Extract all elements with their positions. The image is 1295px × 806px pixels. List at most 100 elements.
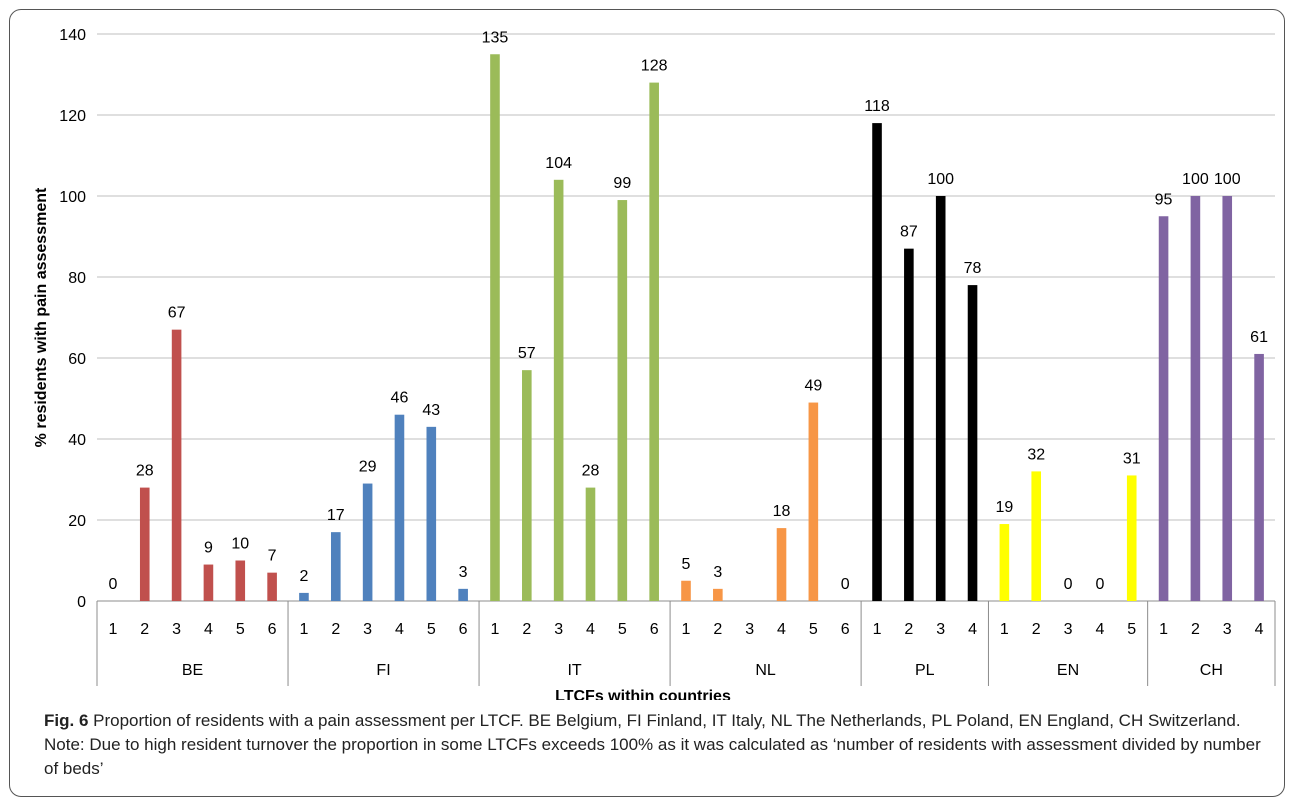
figure-frame: [9, 9, 1285, 797]
x-tick-label: 3: [363, 621, 372, 638]
x-tick-label: 2: [140, 621, 149, 638]
x-tick-label: 5: [618, 621, 627, 638]
y-tick-label: 40: [68, 432, 86, 449]
data-label: 78: [964, 260, 982, 277]
bar: [426, 426, 437, 601]
y-tick-label: 0: [77, 594, 86, 611]
bar: [139, 487, 150, 601]
x-tick-label: 6: [459, 621, 468, 638]
group-label: NL: [755, 662, 776, 679]
bar: [553, 179, 564, 602]
bar: [267, 572, 277, 601]
x-tick-label: 2: [522, 621, 531, 638]
bar: [362, 483, 373, 601]
bar: [681, 580, 691, 601]
bar: [999, 524, 1010, 601]
x-tick-label: 3: [1064, 621, 1073, 638]
bar: [330, 532, 341, 601]
data-label: 28: [582, 463, 600, 480]
x-tick-label: 6: [650, 621, 659, 638]
data-label: 128: [641, 58, 668, 75]
group-label: PL: [915, 662, 935, 679]
x-tick-label: 3: [172, 621, 181, 638]
x-tick-label: 1: [491, 621, 500, 638]
data-label: 31: [1123, 450, 1141, 467]
bar: [171, 329, 182, 601]
bar: [1190, 196, 1201, 601]
data-label: 0: [1064, 576, 1073, 593]
x-tick-label: 4: [1255, 621, 1264, 638]
x-tick-label: 1: [873, 621, 882, 638]
y-tick-label: 80: [68, 270, 86, 287]
x-tick-label: 3: [936, 621, 945, 638]
data-label: 46: [391, 390, 409, 407]
x-tick-label: 1: [108, 621, 117, 638]
data-label: 57: [518, 345, 536, 362]
bar: [713, 588, 723, 601]
x-tick-label: 2: [331, 621, 340, 638]
group-label: IT: [567, 662, 581, 679]
data-label: 2: [299, 568, 308, 585]
bar: [394, 414, 405, 601]
x-tick-label: 1: [682, 621, 691, 638]
y-axis-title: % residents with pain assessment: [33, 187, 50, 447]
x-tick-label: 4: [586, 621, 595, 638]
data-label: 10: [231, 536, 249, 553]
bar: [967, 285, 978, 601]
data-label: 43: [422, 402, 440, 419]
bar: [1031, 471, 1042, 601]
data-label: 3: [713, 564, 722, 581]
data-label: 100: [1182, 171, 1209, 188]
data-label: 0: [108, 576, 117, 593]
y-tick-label: 100: [59, 189, 86, 206]
x-tick-label: 1: [1159, 621, 1168, 638]
x-tick-label: 3: [745, 621, 754, 638]
bar: [904, 248, 914, 601]
data-label: 49: [804, 378, 822, 395]
data-label: 18: [773, 503, 791, 520]
x-tick-label: 2: [713, 621, 722, 638]
data-label: 0: [841, 576, 850, 593]
x-tick-label: 1: [1000, 621, 1009, 638]
y-tick-label: 120: [59, 108, 86, 125]
bar: [872, 123, 882, 601]
data-label: 9: [204, 540, 213, 557]
bar: [1222, 196, 1233, 601]
bar: [1254, 353, 1264, 601]
x-tick-label: 4: [1095, 621, 1104, 638]
data-label: 95: [1155, 191, 1173, 208]
bar: [776, 528, 787, 601]
x-axis-title: LTCFs within countries: [555, 688, 731, 700]
bar: [1158, 216, 1169, 601]
bar: [617, 200, 628, 602]
data-label: 99: [613, 175, 631, 192]
figure-caption-text: Proportion of residents with a pain asse…: [44, 711, 1261, 778]
data-label: 28: [136, 463, 154, 480]
data-label: 61: [1250, 329, 1268, 346]
figure-caption: Fig. 6 Proportion of residents with a pa…: [44, 709, 1274, 781]
data-label: 19: [995, 499, 1013, 516]
data-label: 7: [268, 548, 277, 565]
x-tick-label: 2: [904, 621, 913, 638]
x-tick-label: 2: [1032, 621, 1041, 638]
x-tick-label: 5: [1127, 621, 1136, 638]
x-tick-label: 5: [809, 621, 818, 638]
x-tick-label: 4: [968, 621, 977, 638]
x-tick-label: 1: [299, 621, 308, 638]
data-label: 29: [359, 459, 377, 476]
x-tick-label: 3: [554, 621, 563, 638]
data-label: 5: [682, 556, 691, 573]
x-tick-label: 3: [1223, 621, 1232, 638]
bar: [808, 402, 819, 601]
data-label: 67: [168, 305, 186, 322]
x-tick-label: 4: [777, 621, 786, 638]
x-tick-label: 5: [236, 621, 245, 638]
data-label: 17: [327, 507, 345, 524]
bar: [585, 487, 596, 601]
y-tick-label: 140: [59, 27, 86, 44]
data-label: 135: [482, 29, 509, 46]
data-label: 104: [545, 155, 572, 172]
group-label: BE: [182, 662, 203, 679]
figure-label: Fig. 6: [44, 711, 89, 730]
